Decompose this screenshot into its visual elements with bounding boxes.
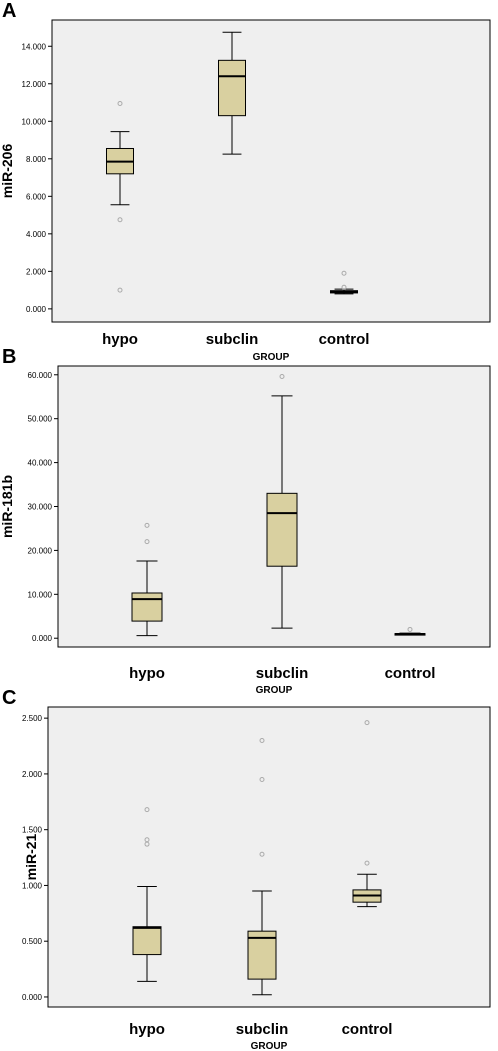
y-tick-label: 10.000 bbox=[22, 117, 47, 126]
x-axis-title: GROUP bbox=[253, 352, 290, 363]
category-label-control: control bbox=[342, 1021, 393, 1038]
outlier-point bbox=[144, 539, 150, 545]
panel-letter-a: A bbox=[2, 0, 17, 22]
outlier-point bbox=[259, 776, 265, 782]
y-axis-title: miR-206 bbox=[0, 144, 15, 199]
outlier-point bbox=[144, 522, 150, 528]
x-axis-title: GROUP bbox=[251, 1041, 288, 1051]
panel-letter-b: B bbox=[2, 346, 17, 368]
category-label-subclin: subclin bbox=[206, 331, 259, 348]
box-subclin bbox=[247, 930, 277, 980]
outlier-point bbox=[341, 284, 347, 290]
category-label-hypo: hypo bbox=[102, 331, 138, 348]
y-tick-label: 0.000 bbox=[26, 305, 47, 314]
x-axis-title: GROUP bbox=[256, 685, 293, 696]
category-label-subclin: subclin bbox=[236, 1021, 289, 1038]
y-tick-label: 20.000 bbox=[28, 546, 53, 555]
category-label-hypo: hypo bbox=[129, 665, 165, 682]
y-tick-label: 0.000 bbox=[32, 634, 53, 643]
panel-c: C 0.000 0.500 1.000 1.500 2.000 2.500 hypo subc… bbox=[0, 687, 498, 1051]
panel-b: B 0.000 10.000 20.000 30.000 40.000 50.000 60.… bbox=[0, 346, 498, 706]
category-label-subclin: subclin bbox=[256, 665, 309, 682]
y-tick-label: 40.000 bbox=[28, 459, 53, 468]
y-tick-label: 50.000 bbox=[28, 415, 53, 424]
y-tick-label: 8.000 bbox=[26, 155, 47, 164]
y-tick-label: 1.000 bbox=[22, 881, 43, 890]
y-tick-label: 6.000 bbox=[26, 192, 47, 201]
outlier-point bbox=[407, 626, 413, 632]
y-tick-label: 2.500 bbox=[22, 714, 43, 723]
chart-c-svg: 0.000 0.500 1.000 1.500 2.000 2.500 hypo subcli… bbox=[22, 706, 491, 1051]
box-hypo bbox=[132, 926, 162, 956]
category-label-control: control bbox=[385, 665, 436, 682]
box-subclin bbox=[266, 492, 298, 567]
outlier-point bbox=[144, 807, 150, 813]
outlier-point bbox=[364, 860, 370, 866]
box-subclin bbox=[218, 59, 246, 117]
outlier-point bbox=[117, 100, 123, 106]
chart-b-svg: 0.000 10.000 20.000 30.000 40.000 50.000 60.00… bbox=[0, 365, 491, 696]
y-tick-label: 2.000 bbox=[26, 267, 47, 276]
outlier-point bbox=[259, 851, 265, 857]
y-tick-label: 10.000 bbox=[28, 590, 53, 599]
chart-a-svg: 0.000 2.000 4.000 6.000 8.000 10.000 12.000 14.… bbox=[0, 19, 491, 363]
outlier-point bbox=[364, 720, 370, 726]
outlier-point bbox=[279, 374, 285, 380]
y-axis-title: miR-181b bbox=[0, 475, 15, 538]
y-tick-label: 0.000 bbox=[22, 993, 43, 1002]
panel-letter-c: C bbox=[2, 687, 17, 709]
category-label-hypo: hypo bbox=[129, 1021, 165, 1038]
y-tick-label: 14.000 bbox=[22, 42, 47, 51]
y-axis-title: miR-21 bbox=[23, 833, 39, 880]
panel-a: A 0.000 2.000 4.000 6.000 8.000 10.000 12.000 1… bbox=[0, 0, 498, 372]
category-label-control: control bbox=[319, 331, 370, 348]
box-hypo bbox=[131, 592, 163, 622]
outlier-point bbox=[117, 287, 123, 293]
y-tick-label: 0.500 bbox=[22, 937, 43, 946]
outlier-point bbox=[144, 841, 150, 847]
outlier-point bbox=[259, 737, 265, 743]
y-tick-label: 60.000 bbox=[28, 371, 53, 380]
outlier-point bbox=[341, 270, 347, 276]
outlier-point bbox=[117, 217, 123, 223]
y-tick-label: 30.000 bbox=[28, 503, 53, 512]
y-tick-label: 4.000 bbox=[26, 230, 47, 239]
y-tick-label: 12.000 bbox=[22, 80, 47, 89]
y-tick-label: 2.000 bbox=[22, 770, 43, 779]
y-tick-label: 1.500 bbox=[22, 826, 43, 835]
